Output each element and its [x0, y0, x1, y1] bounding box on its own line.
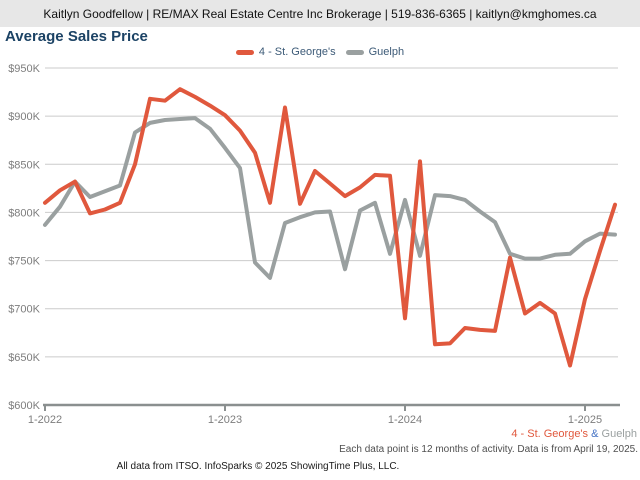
- footer-ampersand: &: [591, 428, 599, 440]
- attribution-text: All data from ITSO. InfoSparks © 2025 Sh…: [116, 461, 400, 472]
- legend-swatch-guelph-icon: [345, 49, 364, 55]
- footer-series-legend: 4 - St. George's & Guelph: [511, 428, 637, 440]
- x-axis-tick-label: 1-2024: [388, 414, 422, 426]
- x-axis-tick-label: 1-2022: [28, 414, 62, 426]
- legend-item-guelph[interactable]: Guelph: [345, 46, 405, 58]
- y-axis-tick-label: $950K: [8, 63, 40, 75]
- y-axis-tick-label: $750K: [8, 256, 40, 268]
- page-title: Average Sales Price: [5, 28, 148, 45]
- legend-label-guelph: Guelph: [368, 46, 405, 58]
- x-axis-tick-label: 1-2025: [568, 414, 602, 426]
- y-axis-tick-label: $850K: [8, 159, 40, 171]
- footer-series-label-st-georges: 4 - St. George's: [511, 428, 589, 440]
- legend-item-st-georges[interactable]: 4 - St. George's: [235, 46, 336, 58]
- chart-legend: 4 - St. George's Guelph: [0, 45, 640, 59]
- legend-label-st-georges: 4 - St. George's: [258, 46, 336, 58]
- series-line-st-georges: [43, 87, 617, 368]
- legend-swatch-st-georges-icon: [235, 49, 254, 55]
- x-axis-tick-label: 1-2023: [208, 414, 242, 426]
- y-axis-tick-label: $600K: [8, 400, 40, 412]
- contact-header-text: Kaitlyn Goodfellow | RE/MAX Real Estate …: [43, 6, 597, 21]
- y-axis-tick-label: $700K: [8, 304, 40, 316]
- y-axis-tick-label: $800K: [8, 207, 40, 219]
- data-note: Each data point is 12 months of activity…: [339, 444, 638, 455]
- footer-series-label-guelph: Guelph: [601, 428, 637, 440]
- y-axis-tick-label: $650K: [8, 352, 40, 364]
- contact-header-bar: Kaitlyn Goodfellow | RE/MAX Real Estate …: [0, 0, 640, 27]
- series-line-guelph: [43, 116, 617, 280]
- y-axis-tick-label: $900K: [8, 111, 40, 123]
